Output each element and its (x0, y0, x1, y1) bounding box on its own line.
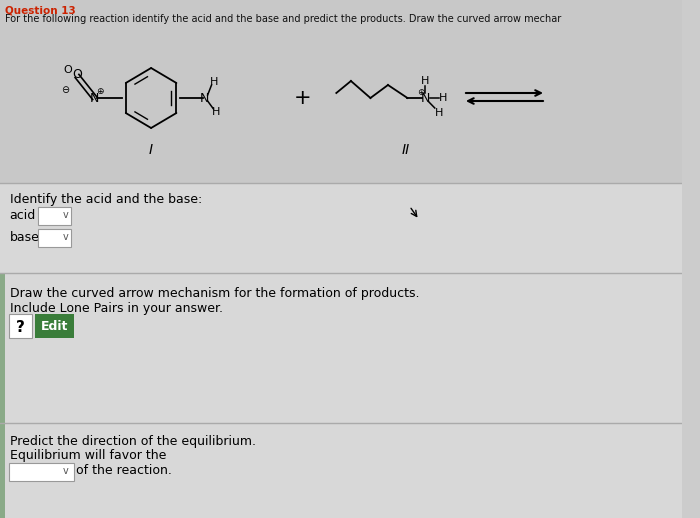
Text: Equilibrium will favor the: Equilibrium will favor the (10, 449, 166, 462)
Text: ⊖: ⊖ (62, 85, 69, 95)
Text: Include Lone Pairs in your answer.: Include Lone Pairs in your answer. (10, 302, 223, 315)
FancyBboxPatch shape (35, 314, 74, 338)
FancyBboxPatch shape (0, 0, 682, 183)
Text: ⊕: ⊕ (417, 88, 425, 96)
Text: H: H (438, 93, 447, 103)
Text: N: N (90, 92, 99, 105)
Text: II: II (401, 143, 410, 157)
Text: v: v (62, 466, 68, 476)
Text: ⊕: ⊕ (96, 87, 103, 95)
Text: O: O (63, 65, 71, 75)
Text: Edit: Edit (41, 321, 69, 334)
Text: v: v (62, 232, 68, 242)
FancyBboxPatch shape (38, 229, 71, 247)
Text: O: O (72, 67, 82, 80)
FancyBboxPatch shape (9, 314, 32, 338)
Text: I: I (149, 143, 153, 157)
Text: H: H (421, 76, 429, 86)
Text: H: H (435, 108, 443, 118)
Text: ?: ? (16, 320, 25, 335)
FancyBboxPatch shape (38, 207, 71, 225)
FancyBboxPatch shape (9, 463, 74, 481)
Text: +: + (293, 88, 311, 108)
Text: Question 13: Question 13 (5, 5, 76, 15)
FancyBboxPatch shape (0, 423, 5, 518)
Text: Identify the acid and the base:: Identify the acid and the base: (10, 193, 202, 206)
FancyBboxPatch shape (0, 273, 5, 423)
Text: Predict the direction of the equilibrium.: Predict the direction of the equilibrium… (10, 435, 256, 448)
Text: For the following reaction identify the acid and the base and predict the produc: For the following reaction identify the … (5, 14, 561, 24)
Text: v: v (62, 210, 68, 220)
Text: acid: acid (10, 209, 36, 222)
Text: N: N (420, 92, 430, 105)
Text: base: base (10, 231, 40, 243)
FancyBboxPatch shape (0, 183, 682, 273)
Text: H: H (212, 107, 220, 117)
Text: N: N (200, 92, 209, 105)
FancyBboxPatch shape (0, 423, 682, 518)
Text: of the reaction.: of the reaction. (76, 465, 172, 478)
Text: Draw the curved arrow mechanism for the formation of products.: Draw the curved arrow mechanism for the … (10, 287, 419, 300)
Text: H: H (210, 77, 218, 87)
FancyBboxPatch shape (0, 273, 682, 423)
